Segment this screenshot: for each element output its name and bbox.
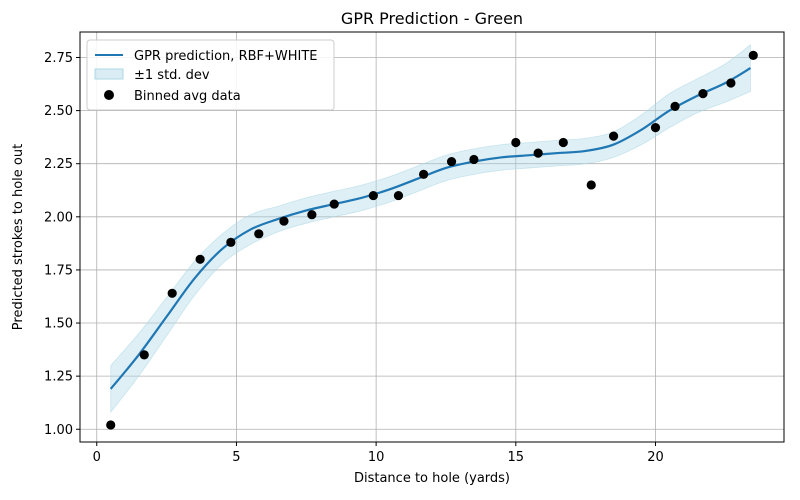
y-tick-label: 1.50 (44, 317, 73, 332)
binned-avg-point (329, 199, 339, 209)
binned-avg-point (558, 137, 568, 148)
binned-avg-point (167, 288, 177, 298)
binned-avg-point (608, 131, 619, 141)
x-tick-label: 0 (93, 450, 101, 465)
binned-avg-point (368, 190, 378, 201)
y-tick-label: 2.00 (44, 210, 73, 225)
binned-avg-point (586, 180, 596, 190)
binned-avg-point (670, 101, 680, 111)
line-layer (109, 67, 752, 390)
legend-band-swatch (94, 68, 124, 80)
x-tick-label: 10 (368, 450, 385, 465)
y-tick-label: 1.75 (44, 263, 73, 278)
gpr-prediction-line (109, 67, 752, 390)
binned-avg-point (446, 156, 457, 167)
binned-avg-point (279, 216, 289, 226)
plot-frame (79, 31, 785, 443)
binned-avg-point (254, 229, 264, 239)
binned-avg-point (106, 420, 116, 430)
y-tick-label: 1.00 (44, 423, 73, 438)
binned-avg-point (226, 237, 236, 247)
x-tick-label: 15 (508, 450, 525, 465)
binned-avg-point (698, 89, 708, 99)
binned-avg-point (469, 154, 479, 165)
legend-point-label: Binned avg data (134, 89, 241, 104)
y-tick-label: 2.75 (44, 51, 73, 66)
binned-avg-point (650, 122, 661, 133)
y-tick-label: 1.25 (44, 370, 73, 385)
legend-point-swatch (104, 90, 114, 100)
tick-layer: 0 5 10 15 20 1.00 1.25 1.50 1.75 2.00 2.25 2.50 2.75 (44, 51, 664, 465)
y-tick-label: 2.25 (44, 157, 73, 172)
binned-avg-point (533, 148, 543, 158)
legend-line-label: GPR prediction, RBF+WHITE (134, 49, 318, 64)
binned-avg-point (195, 254, 205, 264)
legend: GPR prediction, RBF+WHITE ±1 std. dev Bi… (86, 39, 335, 111)
binned-avg-point (393, 190, 404, 201)
legend-band-label: ±1 std. dev (134, 68, 210, 83)
binned-avg-point (511, 137, 521, 148)
legend-box (86, 39, 335, 111)
point-layer (106, 50, 758, 430)
chart-title: GPR Prediction - Green (341, 9, 523, 28)
x-axis-label: Distance to hole (yards) (354, 471, 510, 486)
x-tick-label: 20 (647, 450, 664, 465)
band-layer (110, 43, 751, 414)
y-tick-label: 2.50 (44, 104, 73, 119)
binned-avg-point (307, 210, 317, 220)
grid-layer (80, 32, 784, 442)
x-tick-label: 5 (232, 450, 240, 465)
binned-avg-point (139, 350, 149, 360)
binned-avg-point (726, 78, 736, 88)
std-dev-band (110, 43, 751, 414)
binned-avg-point (748, 50, 758, 60)
y-axis-label: Predicted strokes to hole out (11, 144, 26, 330)
binned-avg-point (419, 169, 429, 179)
